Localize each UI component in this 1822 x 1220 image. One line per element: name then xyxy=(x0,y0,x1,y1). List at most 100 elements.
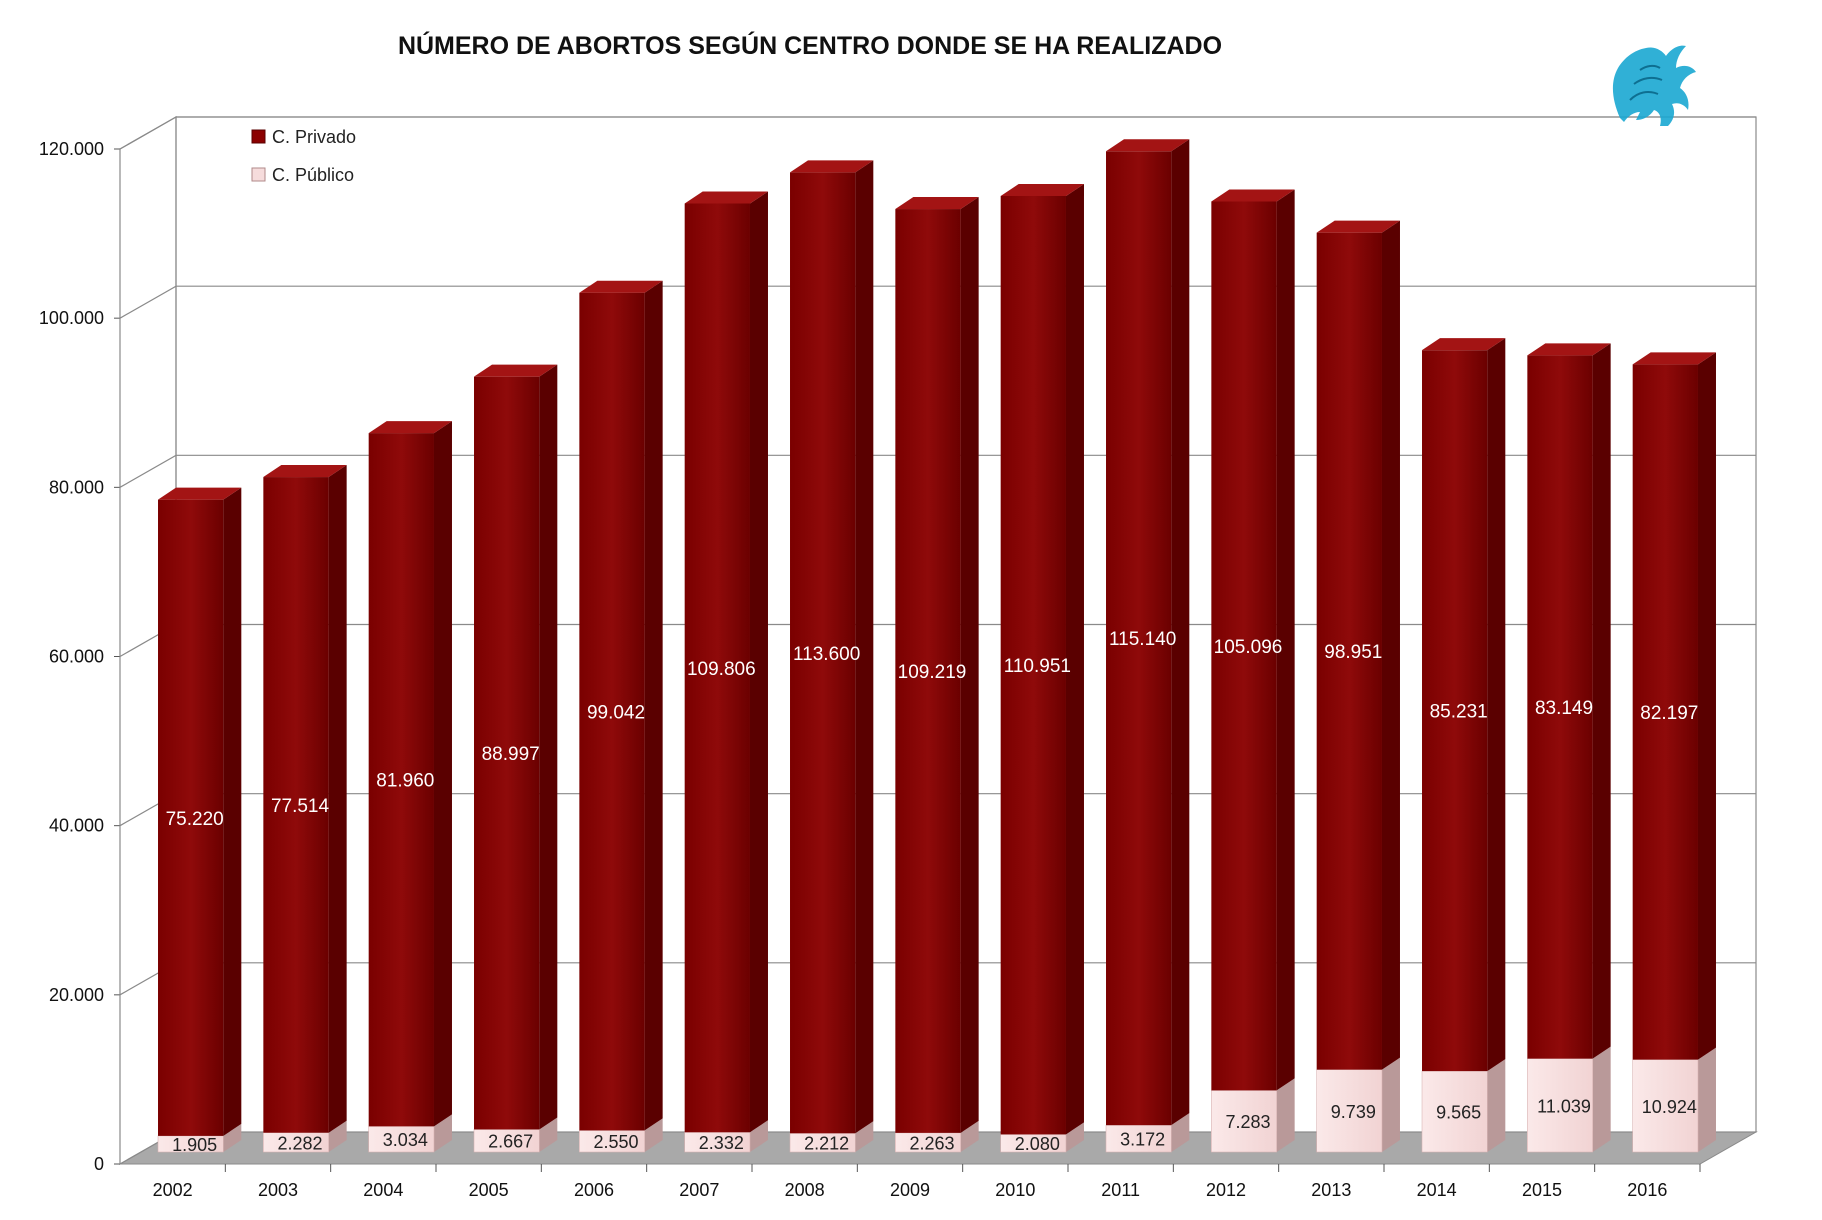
data-label-publico: 9.739 xyxy=(1331,1102,1376,1122)
bar-publico-side xyxy=(1171,1113,1190,1152)
bar-publico xyxy=(579,1130,645,1153)
bar-publico xyxy=(1421,1070,1488,1153)
bar-privado-side xyxy=(960,197,979,1133)
legend-label-privado: C. Privado xyxy=(272,127,356,147)
bar-privado-side xyxy=(539,364,558,1130)
legend-swatch-privado xyxy=(251,129,266,144)
x-tick-label: 2008 xyxy=(785,1180,825,1200)
bar-privado xyxy=(1422,350,1488,1072)
x-tick-label: 2013 xyxy=(1311,1180,1351,1200)
bar-privado-top xyxy=(1000,183,1084,196)
data-label-publico: 2.212 xyxy=(804,1134,849,1154)
bar-publico xyxy=(1632,1059,1699,1153)
data-label-privado: 82.197 xyxy=(1640,703,1698,724)
bar-publico-side xyxy=(1697,1047,1716,1152)
x-axis: 2002 2003 2004 2005 2006 2007 2008 2009 2010 2011… xyxy=(120,1163,1701,1200)
bar-privado xyxy=(158,499,224,1136)
bar-stack: 11.039 83.149 xyxy=(1527,343,1611,1153)
data-label-privado: 110.951 xyxy=(1004,656,1071,677)
bar-privado-top xyxy=(579,280,663,293)
griffin-logo-icon xyxy=(1612,45,1696,126)
data-label-publico: 7.283 xyxy=(1225,1112,1270,1132)
data-label-privado: 105.096 xyxy=(1214,637,1283,658)
bar-privado-side xyxy=(644,280,663,1131)
x-tick-label: 2006 xyxy=(574,1180,614,1200)
bar-privado xyxy=(790,172,856,1134)
bar-privado-side xyxy=(1065,183,1084,1135)
bar-privado-top xyxy=(1316,220,1400,233)
y-tick-label: 40.000 xyxy=(49,816,104,836)
bar-stack: 1.905 75.220 xyxy=(157,487,242,1155)
y-tick-label: 20.000 xyxy=(49,985,104,1005)
data-label-publico: 10.924 xyxy=(1642,1097,1697,1117)
bar-privado-top xyxy=(263,465,347,478)
bar-publico-side xyxy=(1065,1122,1084,1152)
bar-privado xyxy=(368,433,434,1127)
bar-privado xyxy=(895,209,961,1133)
bar-privado xyxy=(684,203,750,1133)
data-label-publico: 2.667 xyxy=(488,1132,533,1152)
bars: 1.905 75.220 2.282 77.514 3.034 81.960 2.667 88… xyxy=(157,139,1716,1155)
legend-item-publico: C. Público xyxy=(251,165,354,185)
x-tick-label: 2002 xyxy=(153,1180,193,1200)
data-label-publico: 2.332 xyxy=(699,1133,744,1153)
bar-privado-top xyxy=(1422,338,1506,351)
data-label-privado: 113.600 xyxy=(793,644,860,665)
bar-privado xyxy=(474,376,540,1130)
x-tick-label: 2009 xyxy=(890,1180,930,1200)
data-label-privado: 83.149 xyxy=(1535,698,1593,719)
bar-publico-side xyxy=(539,1117,558,1152)
y-tick-label: 80.000 xyxy=(49,477,104,497)
bar-publico-side xyxy=(328,1120,347,1152)
bar-privado xyxy=(1106,151,1172,1126)
x-tick-label: 2003 xyxy=(258,1180,298,1200)
bar-stack: 7.283 105.096 xyxy=(1211,189,1295,1153)
bar-publico-side xyxy=(223,1123,242,1152)
bar-privado xyxy=(1211,201,1277,1091)
bar-privado-top xyxy=(895,197,979,210)
y-tick-label: 100.000 xyxy=(39,308,104,328)
data-label-publico: 9.565 xyxy=(1436,1103,1481,1123)
data-label-privado: 75.220 xyxy=(166,809,224,830)
bar-stack: 3.172 115.140 xyxy=(1105,139,1190,1153)
bar-privado-side xyxy=(433,421,452,1127)
gridline xyxy=(119,116,1756,150)
y-axis: 0 20.000 40.000 60.000 80.000 100.000 120.000 xyxy=(39,139,121,1174)
bar-publico-side xyxy=(1381,1057,1400,1152)
legend-item-privado: C. Privado xyxy=(251,127,356,147)
x-tick-label: 2014 xyxy=(1417,1180,1457,1200)
bar-stack: 2.667 88.997 xyxy=(473,364,558,1153)
bar-privado-side xyxy=(1381,220,1400,1070)
data-label-privado: 85.231 xyxy=(1430,702,1488,723)
bar-privado-top xyxy=(1106,139,1190,152)
x-tick-label: 2004 xyxy=(363,1180,403,1200)
bar-privado-top xyxy=(1211,189,1295,202)
bar-privado-top xyxy=(684,191,768,204)
y-tick-label: 0 xyxy=(94,1154,104,1174)
data-label-publico: 2.550 xyxy=(593,1132,638,1152)
bar-publico-side xyxy=(1276,1078,1295,1152)
legend: C. Privado C. Público xyxy=(251,127,356,185)
bar-privado-side xyxy=(855,160,874,1134)
bar-privado xyxy=(1316,232,1382,1070)
data-label-privado: 109.219 xyxy=(898,662,967,683)
chart-title: NÚMERO DE ABORTOS SEGÚN CENTRO DONDE SE … xyxy=(398,30,1222,60)
bar-privado-top xyxy=(790,160,874,173)
bar-stack: 3.034 81.960 xyxy=(368,421,452,1153)
bar-privado-top xyxy=(368,421,452,434)
bar-privado xyxy=(1527,355,1593,1059)
data-label-publico: 1.905 xyxy=(172,1135,217,1155)
data-label-publico: 2.282 xyxy=(277,1133,322,1153)
bar-privado-top xyxy=(1527,343,1611,356)
data-label-publico: 3.034 xyxy=(383,1130,428,1150)
data-label-publico: 2.080 xyxy=(1015,1134,1060,1154)
bar-publico-side xyxy=(749,1120,768,1152)
x-tick-label: 2007 xyxy=(679,1180,719,1200)
bar-privado-side xyxy=(328,465,347,1133)
bar-privado-side xyxy=(1171,139,1190,1126)
bar-publico-side xyxy=(1487,1059,1506,1152)
bar-stack: 10.924 82.197 xyxy=(1632,352,1716,1153)
data-label-privado: 88.997 xyxy=(482,744,540,765)
bar-stack: 2.080 110.951 xyxy=(1000,183,1084,1154)
